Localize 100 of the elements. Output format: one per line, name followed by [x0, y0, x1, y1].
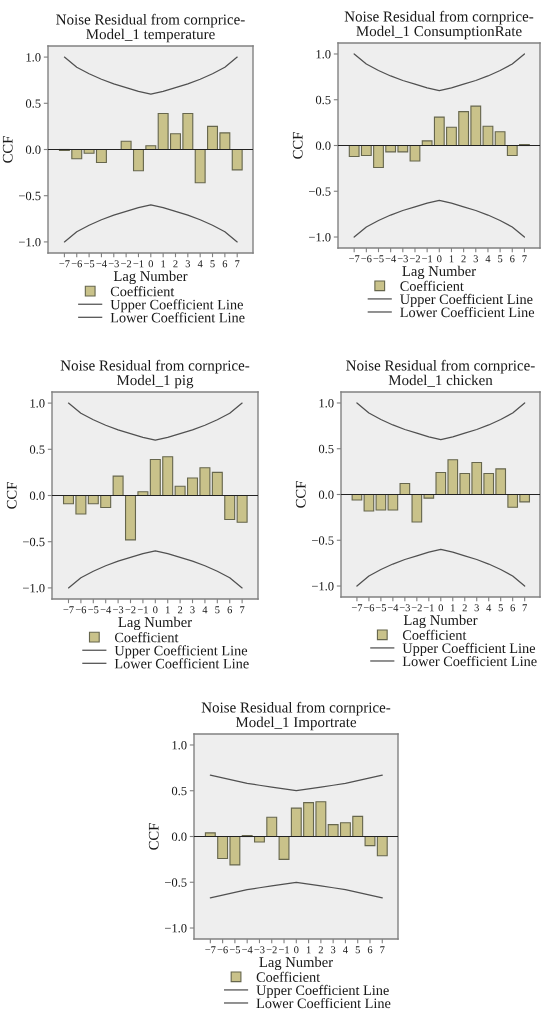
- x-tick-label: −2: [411, 604, 422, 612]
- x-tick-label: −2: [409, 255, 420, 263]
- x-tick-label: −7: [351, 604, 363, 612]
- y-axis-title: CCF: [6, 482, 17, 509]
- y-axis-title: CCF: [292, 132, 303, 159]
- x-tick-label: 2: [318, 946, 323, 954]
- y-tick-label: 0.0: [29, 491, 45, 501]
- x-tick-label: 2: [177, 606, 183, 614]
- x-tick-label: 6: [510, 255, 515, 263]
- x-tick-label: −4: [387, 604, 399, 612]
- y-tick-label: −0.5: [312, 536, 334, 545]
- x-tick-label: 1: [166, 606, 170, 614]
- x-tick-label: 0: [437, 255, 442, 263]
- x-tick-label: −3: [254, 946, 265, 954]
- y-axis-title: CCF: [2, 136, 13, 163]
- x-tick-label: 7: [380, 946, 385, 954]
- y-tick-label: 0.0: [25, 145, 41, 155]
- x-tick-label: −5: [375, 604, 387, 612]
- legend-label: Lower Coefficient Line: [402, 655, 537, 667]
- y-tick-label: −1.0: [23, 583, 45, 593]
- x-axis-title: Lag Number: [403, 614, 478, 629]
- y-tick-label: −0.5: [23, 537, 45, 547]
- x-tick-label: 0: [438, 604, 444, 612]
- y-tick-label: 0.5: [29, 445, 45, 454]
- x-axis-title: Lag Number: [259, 956, 333, 971]
- x-tick-label: −3: [108, 260, 119, 268]
- legend-label: Lower Coefficient Line: [110, 312, 245, 323]
- x-axis-title: Lag Number: [402, 265, 476, 280]
- chart-title: Noise Residual from cornprice- Model_1 chicken: [346, 359, 535, 387]
- x-tick-label: −5: [84, 260, 95, 268]
- x-axis-title: Lag Number: [113, 270, 188, 285]
- x-tick-label: 1: [449, 255, 454, 263]
- y-tick-label: −1.0: [312, 582, 334, 591]
- x-tick-label: 7: [240, 606, 245, 614]
- x-tick-label: −6: [361, 255, 372, 263]
- y-tick-label: −1.0: [19, 237, 41, 247]
- chart-title: Noise Residual from cornprice- Model_1 ConsumptionRate: [344, 10, 534, 40]
- x-tick-label: 7: [235, 260, 240, 268]
- x-tick-label: −1: [279, 946, 289, 954]
- y-tick-label: 0.0: [171, 832, 187, 842]
- x-tick-label: −3: [399, 604, 410, 612]
- y-tick-label: 0.0: [315, 141, 331, 151]
- x-tick-label: 6: [510, 604, 515, 612]
- x-tick-label: 4: [343, 946, 348, 954]
- y-tick-label: −1.0: [165, 924, 187, 933]
- x-tick-label: 6: [367, 946, 373, 954]
- x-tick-label: 4: [486, 604, 492, 612]
- y-tick-label: −1.0: [309, 233, 331, 242]
- x-tick-label: −2: [266, 946, 277, 954]
- x-tick-label: 7: [522, 255, 527, 263]
- x-tick-label: 4: [485, 255, 491, 263]
- x-tick-label: 3: [190, 606, 195, 614]
- x-tick-label: 1: [306, 946, 311, 954]
- x-tick-label: −7: [349, 255, 360, 263]
- legend-label: Upper Coefficient Line: [402, 642, 536, 656]
- x-tick-label: 4: [197, 260, 203, 268]
- x-tick-label: 5: [210, 260, 215, 268]
- y-axis-title: CCF: [148, 823, 159, 850]
- x-tick-label: −6: [75, 606, 87, 614]
- legend-label: Lower Coefficient Line: [256, 997, 391, 1009]
- chart-title: Noise Residual from cornprice- Model_1 pig: [60, 359, 250, 389]
- x-tick-label: −7: [59, 260, 70, 268]
- x-tick-label: −1: [133, 260, 144, 268]
- y-tick-label: −0.5: [165, 878, 187, 887]
- x-tick-label: −4: [242, 946, 253, 954]
- y-tick-label: 0.5: [171, 786, 187, 796]
- x-tick-label: 6: [227, 606, 233, 614]
- legend-label: Coefficient: [402, 629, 467, 640]
- y-tick-label: 0.5: [318, 444, 334, 454]
- x-tick-label: −7: [205, 946, 216, 954]
- legend-label: Coefficient: [110, 286, 175, 297]
- y-tick-label: 0.5: [315, 95, 331, 105]
- x-tick-label: −4: [385, 255, 397, 263]
- x-tick-label: 2: [173, 260, 178, 268]
- x-tick-label: 1: [451, 604, 455, 612]
- y-tick-label: −0.5: [309, 187, 331, 196]
- legend-label: Coefficient: [114, 632, 179, 643]
- x-tick-label: −3: [397, 255, 408, 263]
- legend-label: Upper Coefficient Line: [256, 984, 389, 998]
- x-tick-label: −1: [422, 255, 433, 263]
- x-tick-label: −6: [71, 260, 82, 268]
- legend-label: Upper Coefficient Line: [114, 645, 248, 659]
- legend-label: Coefficient: [256, 971, 321, 982]
- legend-label: Coefficient: [400, 280, 464, 291]
- x-tick-label: 2: [462, 604, 467, 612]
- x-axis-title: Lag Number: [118, 616, 192, 631]
- x-tick-label: 5: [498, 255, 503, 263]
- y-tick-label: 0.0: [318, 490, 334, 500]
- x-tick-label: 0: [294, 946, 299, 954]
- y-tick-label: −0.5: [19, 191, 41, 201]
- x-tick-label: 0: [148, 260, 154, 268]
- x-tick-label: 3: [474, 604, 479, 612]
- x-tick-label: 6: [222, 260, 228, 268]
- x-tick-label: 3: [331, 946, 336, 954]
- x-tick-label: 5: [355, 946, 360, 954]
- x-tick-label: 0: [153, 606, 158, 614]
- y-tick-label: 1.0: [316, 50, 331, 59]
- x-tick-label: −2: [121, 260, 132, 268]
- legend-label: Lower Coefficient Line: [114, 658, 249, 669]
- legend-label: Upper Coefficient Line: [400, 293, 533, 307]
